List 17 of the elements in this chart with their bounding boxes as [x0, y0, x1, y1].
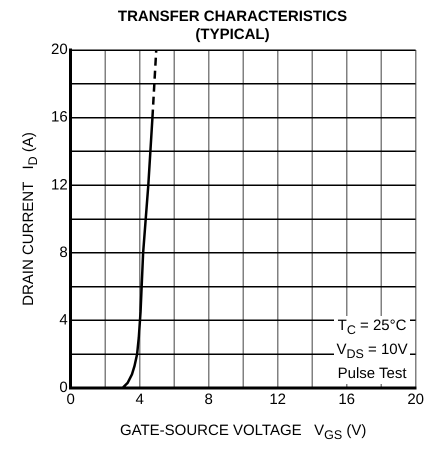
y-tick-label: 20	[50, 41, 68, 58]
y-tick-label: 12	[50, 176, 68, 194]
x-tick-label: 12	[269, 391, 286, 408]
annotation: Pulse Test	[336, 364, 408, 384]
y-tick-label: 8	[59, 244, 68, 261]
x-tick-label: 20	[407, 391, 424, 408]
x-tick-label: 16	[338, 391, 356, 408]
chart-title: TRANSFER CHARACTERISTICS	[118, 8, 348, 26]
chart-subtitle: (TYPICAL)	[195, 26, 270, 44]
y-tick-label: 0	[59, 379, 68, 396]
x-tick-label: 8	[204, 391, 213, 408]
annotation: V$_{DS}$ = 10V	[336, 340, 408, 363]
y-tick-label: 16	[50, 108, 68, 126]
x-tick-label: 4	[136, 391, 144, 408]
x-axis-title: GATE-SOURCE VOLTAGE V$_{GS}$ (V)	[118, 422, 368, 442]
annotation: T$_{C}$ = 25°C	[336, 316, 408, 339]
y-tick-label: 4	[59, 312, 68, 329]
